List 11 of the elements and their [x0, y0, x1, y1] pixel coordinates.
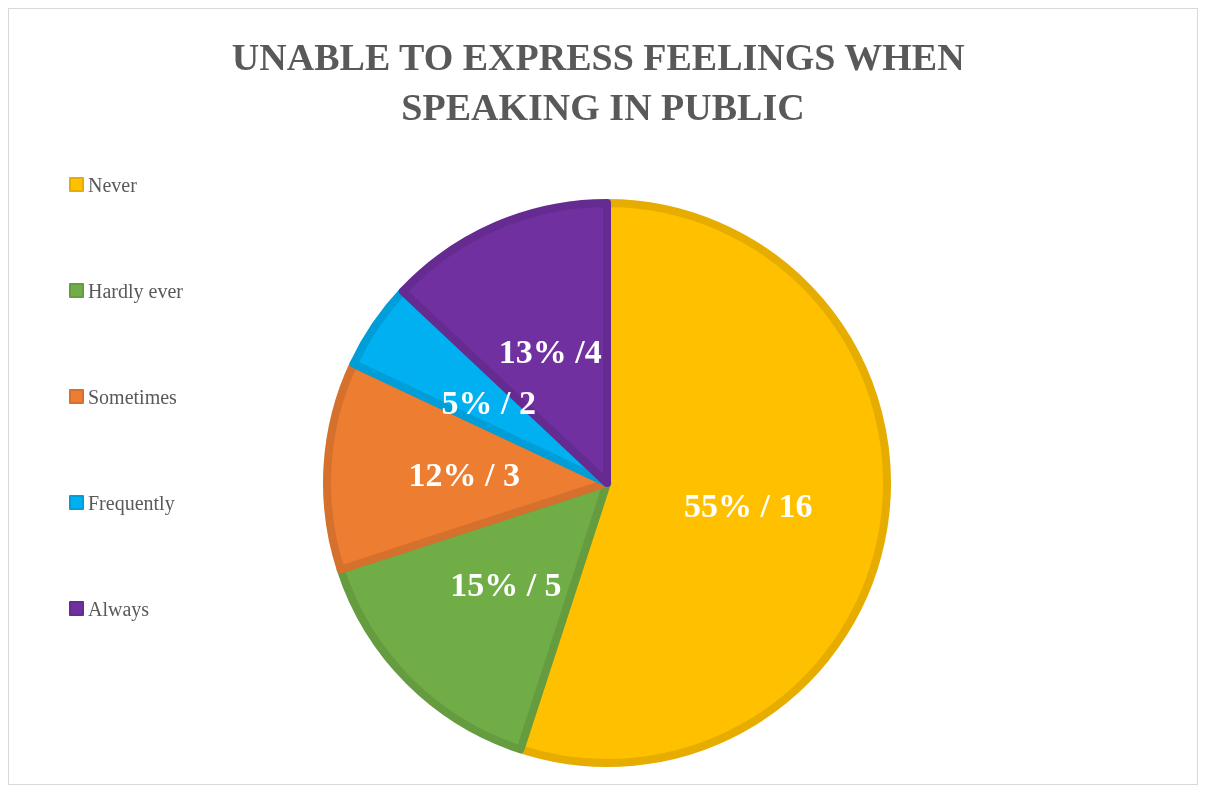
legend-label: Sometimes: [88, 385, 178, 408]
data-label: 55% / 16: [684, 486, 813, 524]
legend-label: Never: [88, 173, 138, 196]
data-label: 12% / 3: [408, 455, 521, 493]
legend-label: Hardly ever: [88, 279, 184, 303]
legend-label: Frequently: [88, 491, 175, 515]
legend-label: Always: [88, 597, 150, 621]
data-label: 15% / 5: [450, 565, 562, 603]
chart-title: UNABLE TO EXPRESS FEELINGS WHEN SPEAKING IN PUBLIC: [231, 36, 975, 128]
data-label: 13% /4: [498, 333, 602, 371]
data-label: 5% / 2: [441, 384, 536, 422]
